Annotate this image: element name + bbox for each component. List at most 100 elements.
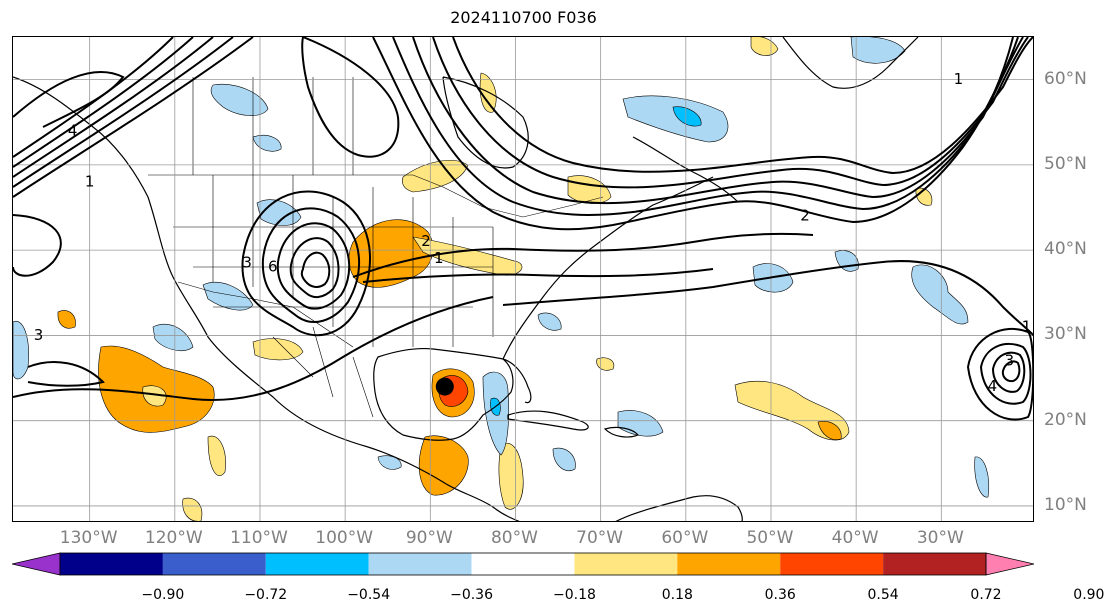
colorbar-tick-label: −0.90 — [141, 587, 185, 603]
anomaly-region-gulf-east-negative — [537, 312, 562, 331]
anomaly-region-greenland-positive — [750, 37, 779, 56]
south-america-coast — [615, 495, 743, 521]
hudson-bay-coast — [442, 76, 529, 169]
latitude-label: 60°N — [1044, 68, 1087, 89]
greenland-coast — [782, 37, 919, 89]
anomaly-region-cuba-small-positive — [596, 357, 615, 371]
contour-label: 3 — [1005, 352, 1015, 370]
longitude-label: 80°W — [490, 528, 538, 548]
colorbar-tick-label: 0.72 — [970, 587, 1002, 603]
colorbar-tick-label: −0.18 — [552, 587, 596, 603]
contour-lines — [13, 37, 1033, 421]
colorbar-tick-label: 0.54 — [867, 587, 899, 603]
anomaly-region-central-america-east-positive — [498, 442, 524, 510]
contour-pacific-jet-3 — [13, 37, 214, 178]
contour-atlantic-jet-2 — [392, 37, 1019, 216]
mexico-states — [272, 326, 374, 418]
storm-center-marker — [435, 377, 454, 396]
latitude-label: 50°N — [1044, 153, 1087, 174]
latitude-label: 20°N — [1044, 409, 1087, 430]
longitude-label: 120°W — [144, 528, 203, 548]
anomaly-region-pacific-south-positive — [182, 497, 203, 521]
contour-pacific-jet-5 — [13, 37, 254, 198]
longitude-label: 90°W — [405, 528, 453, 548]
contour-central-low-5 — [300, 251, 331, 288]
anomaly-region-great-lakes-positive — [412, 236, 523, 276]
contour-label: 6 — [268, 258, 278, 276]
anomaly-region-hudson-negative — [622, 95, 729, 143]
latitude-label: 10°N — [1044, 494, 1087, 515]
longitude-label: 100°W — [315, 528, 374, 548]
us-canada-border — [148, 174, 604, 218]
colorbar-segment — [780, 553, 884, 575]
contour-east-atlantic-low-4 — [1001, 360, 1021, 383]
anomaly-region-west-edge-negative — [13, 320, 29, 380]
contour-label: 1 — [85, 172, 95, 190]
contour-label: 3 — [242, 253, 252, 271]
anomaly-region-pacific-small-positive — [57, 310, 76, 329]
latitude-label: 30°N — [1044, 324, 1087, 345]
colorbar-segment — [368, 553, 472, 575]
florida-peninsula — [502, 358, 532, 404]
contour-atlantic-jet-1 — [372, 37, 1014, 231]
hispaniola-island — [603, 426, 639, 438]
contour-east-atlantic-low-3 — [991, 351, 1026, 393]
colorbar-segment — [162, 553, 266, 575]
anomaly-region-labrador-positive — [567, 175, 612, 204]
anomaly-region-atlantic-negative-4 — [617, 410, 664, 437]
contour-pacific-jet-2 — [13, 37, 194, 168]
contour-label: 4 — [988, 377, 998, 395]
colorbar-tick-label: −0.72 — [244, 587, 288, 603]
contour-central-low-outer — [241, 190, 371, 337]
colorbar-segment — [883, 553, 986, 575]
colorbar-outline — [59, 552, 987, 576]
north-america-west-coast — [13, 76, 520, 521]
contour-central-low-3 — [276, 222, 351, 310]
us-mexico-border — [177, 281, 354, 348]
contour-label: 1 — [1022, 317, 1032, 335]
colorbar-tick-label: 0.90 — [1073, 587, 1105, 603]
anomaly-region-mexico-pacific-negative — [152, 323, 194, 351]
contour-west-atlantic-long — [502, 260, 1033, 337]
colorbar-extend-max — [985, 552, 1034, 576]
contour-label: 4 — [68, 121, 78, 139]
anomaly-region-canada-west-negative — [252, 135, 282, 152]
colorbar-segment — [60, 553, 163, 575]
colorbar-segment — [574, 553, 678, 575]
contour-pacific-loop — [13, 214, 62, 277]
shaded-anomaly-fields — [13, 37, 990, 521]
contour-central-low-4 — [289, 237, 340, 299]
us-states — [173, 175, 494, 347]
contour-label: 1 — [434, 249, 444, 267]
contour-label: 3 — [34, 326, 44, 344]
contour-northwest-loop — [13, 71, 125, 128]
cuba-island — [507, 410, 589, 431]
political-borders — [148, 77, 604, 418]
longitude-label: 30°W — [916, 528, 964, 548]
anomaly-region-atlantic-inner — [817, 421, 842, 440]
colorbar-segment — [677, 553, 781, 575]
gulf-of-mexico-coast — [373, 347, 514, 441]
anomaly-region-honduras-negative — [552, 447, 576, 471]
contour-pacific-jet-4 — [13, 37, 234, 188]
colorbar-segment — [265, 553, 369, 575]
longitude-label: 40°W — [831, 528, 879, 548]
contour-atlantic-jet-5 — [452, 37, 1033, 175]
contour-central-low-2 — [261, 207, 361, 323]
colorbar-tick-label: 0.36 — [764, 587, 796, 603]
contour-east-coast-2 — [362, 268, 714, 283]
anomaly-region-atlantic-negative-3 — [911, 264, 969, 325]
anomaly-region-mexico-pacific-positive — [207, 435, 226, 476]
latitude-label: 40°N — [1044, 239, 1087, 260]
contour-southern-trough — [13, 296, 494, 401]
contour-east-atlantic-low-outer — [966, 327, 1033, 421]
colorbar-segment — [471, 553, 575, 575]
longitude-label: 130°W — [59, 528, 118, 548]
contour-canada-ridge — [301, 37, 400, 158]
grid-lines — [13, 37, 1033, 521]
contour-east-atlantic-low-2 — [979, 342, 1032, 405]
colorbar-tick-label: 0.18 — [661, 587, 693, 603]
anomaly-region-canada-positive — [402, 160, 469, 193]
